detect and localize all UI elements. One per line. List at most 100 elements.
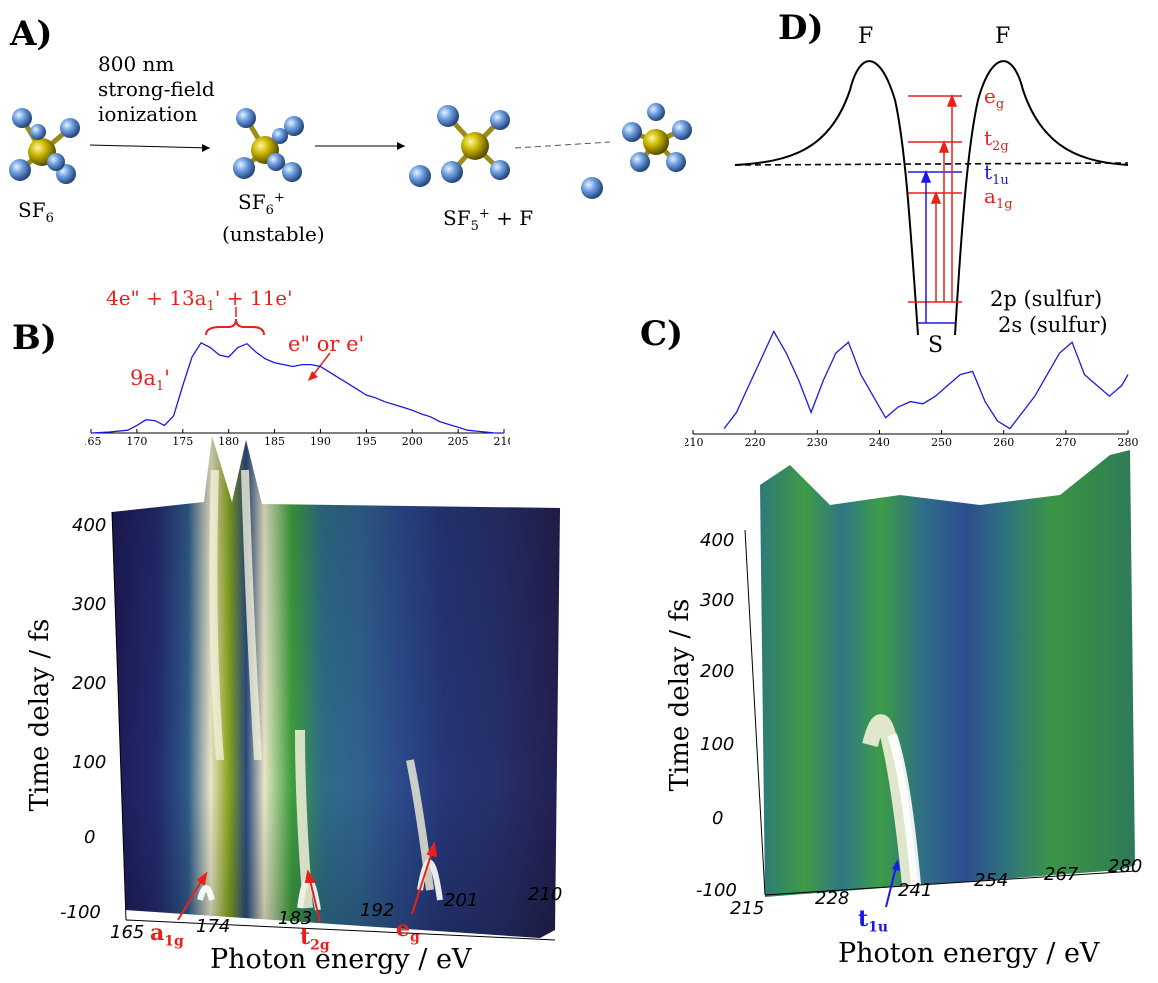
c-spectrum-chart: 210 220 230 240 250 260 270 280 bbox=[685, 329, 1139, 449]
c-peak-t1u-sub: 1u bbox=[868, 919, 889, 936]
c-peak-t1u: t1u bbox=[858, 906, 888, 935]
d-level-eg: eg bbox=[984, 84, 1004, 112]
c-ytick-100: 100 bbox=[700, 734, 735, 755]
d-core-2s: 2s (sulfur) bbox=[998, 313, 1108, 337]
b-annotation-9a-sub: 1 bbox=[155, 379, 165, 395]
b-ytick-300: 300 bbox=[72, 594, 107, 615]
b-annotation-9a-tail: ' bbox=[164, 366, 170, 390]
d-potential-diagram bbox=[734, 60, 1129, 336]
c-spectrum-series-line bbox=[723, 329, 1129, 430]
b-spectrum-series-line bbox=[90, 341, 504, 434]
d-level-a1g: a1g bbox=[984, 184, 1013, 212]
sf5-ion-molecule bbox=[409, 105, 510, 187]
c-surface-plot bbox=[720, 445, 1158, 915]
sf6-sub: 6 bbox=[45, 211, 54, 226]
b-peak-eg-main: e bbox=[396, 916, 410, 942]
c-ytick-m100: -100 bbox=[696, 880, 737, 901]
c-xtick-267: 267 bbox=[1044, 864, 1079, 885]
d-level-eg-sub: g bbox=[995, 97, 1005, 112]
b-peak-t2g-main: t bbox=[300, 924, 311, 950]
b-annotation-eore: e" or e' bbox=[288, 332, 365, 356]
c-spectrum-xtick-label: 240 bbox=[869, 436, 890, 449]
b-spectrum-xtick-label: 185 bbox=[264, 435, 285, 448]
b-spectrum-xtick-label: 205 bbox=[448, 435, 469, 448]
sf6-ion-sub: 6 bbox=[265, 203, 274, 218]
b-annotation-group-tail: ' + 11e' bbox=[214, 286, 293, 310]
sf6-label: SF6 bbox=[18, 198, 54, 226]
d-potential-curve bbox=[734, 60, 1129, 336]
c-xtick-254: 254 bbox=[974, 870, 1009, 891]
sf6-ion-molecule bbox=[233, 108, 304, 182]
b-peak-eg: eg bbox=[396, 916, 420, 945]
b-ytick-400: 400 bbox=[72, 515, 107, 536]
c-xtick-241: 241 bbox=[898, 880, 933, 901]
sf6-ion-label: SF6+ bbox=[238, 190, 285, 218]
b-spectrum-xtick-label: 210 bbox=[494, 435, 511, 448]
d-core-2p: 2p (sulfur) bbox=[990, 287, 1103, 311]
b-annotation-group-text: 4e" + 13a bbox=[106, 286, 207, 310]
b-ytick-200: 200 bbox=[72, 673, 107, 694]
b-x-axis-label: Photon energy / eV bbox=[210, 944, 472, 975]
d-level-t1u-sub: 1u bbox=[992, 173, 1009, 188]
panel-b-label: B) bbox=[12, 318, 57, 358]
d-level-a1g-sub: 1g bbox=[995, 197, 1013, 212]
c-spectrum-xtick-label: 220 bbox=[745, 436, 766, 449]
c-xtick-280: 280 bbox=[1108, 856, 1143, 877]
d-level-t2g: t2g bbox=[984, 126, 1009, 154]
sf6-molecule bbox=[9, 108, 80, 184]
c-ytick-200: 200 bbox=[700, 661, 735, 682]
panel-c-label: C) bbox=[640, 314, 684, 354]
c-spectrum-xtick-label: 210 bbox=[685, 436, 704, 449]
b-xtick-165: 165 bbox=[110, 922, 145, 943]
b-spectrum-xtick-label: 200 bbox=[402, 435, 423, 448]
b-peak-a1g: a1g bbox=[150, 920, 184, 949]
c-y-axis-label: Time delay / fs bbox=[665, 598, 695, 792]
sf6-text: SF bbox=[18, 198, 46, 222]
d-f-left: F bbox=[858, 24, 874, 49]
b-surface-svg bbox=[111, 436, 560, 941]
sf5-fragment-molecule bbox=[622, 103, 692, 172]
d-level-eg-main: e bbox=[984, 84, 996, 108]
b-annotation-group: 4e" + 13a1' + 11e' bbox=[106, 286, 293, 314]
b-spectrum-chart: 165 170 175 180 185 190 195 200 205 210 bbox=[85, 341, 511, 448]
b-ytick-100: 100 bbox=[72, 752, 107, 773]
d-level-t2g-main: t bbox=[984, 126, 993, 150]
b-spectrum-xtick-label: 180 bbox=[218, 435, 239, 448]
d-level-t1u: t1u bbox=[984, 160, 1009, 188]
panel-d-label: D) bbox=[778, 8, 824, 48]
b-xtick-201: 201 bbox=[444, 890, 479, 911]
b-y-axis-label: Time delay / fs bbox=[25, 618, 55, 812]
c-ytick-300: 300 bbox=[700, 590, 735, 611]
d-f-right: F bbox=[995, 24, 1011, 49]
b-peak-arrows bbox=[177, 841, 438, 923]
sf5-ion-text: SF bbox=[443, 206, 471, 230]
d-level-t1u-main: t bbox=[984, 160, 993, 184]
b-peak-t2g-sub: 2g bbox=[310, 937, 330, 954]
d-level-a1g-main: a bbox=[984, 184, 996, 208]
b-peak-eg-sub: g bbox=[410, 929, 420, 946]
panel-a-molecules bbox=[9, 103, 692, 199]
sf5-ion-sub: 5 bbox=[470, 219, 479, 234]
c-ytick-0: 0 bbox=[712, 808, 724, 829]
d-level-t2g-sub: 2g bbox=[992, 139, 1009, 154]
c-peak-t1u-main: t bbox=[858, 906, 869, 932]
b-peak-t2g: t2g bbox=[300, 924, 330, 953]
b-spectrum-xtick-label: 190 bbox=[310, 435, 331, 448]
c-surface-svg bbox=[744, 450, 1136, 897]
c-peak-arrow bbox=[885, 859, 900, 908]
c-spectrum-xtick-label: 270 bbox=[1055, 436, 1076, 449]
process-line-2: strong-field bbox=[98, 77, 215, 101]
c-x-axis-label: Photon energy / eV bbox=[838, 938, 1100, 969]
b-ytick-m100: -100 bbox=[60, 902, 101, 923]
c-spectrum-xtick-label: 280 bbox=[1118, 436, 1139, 449]
b-annotation-9a: 9a1' bbox=[130, 366, 170, 394]
c-spectrum-xtick-label: 250 bbox=[931, 436, 952, 449]
d-dashed-line bbox=[734, 162, 1129, 166]
b-ytick-0: 0 bbox=[84, 827, 96, 848]
c-spectrum-xtick-label: 260 bbox=[993, 436, 1014, 449]
b-spectrum-xtick-label: 175 bbox=[172, 435, 193, 448]
b-annotation-group-sub: 1 bbox=[206, 299, 215, 314]
c-xtick-215: 215 bbox=[730, 898, 765, 919]
sf6-ion-text: SF bbox=[238, 190, 266, 214]
b-xtick-210: 210 bbox=[528, 884, 563, 905]
